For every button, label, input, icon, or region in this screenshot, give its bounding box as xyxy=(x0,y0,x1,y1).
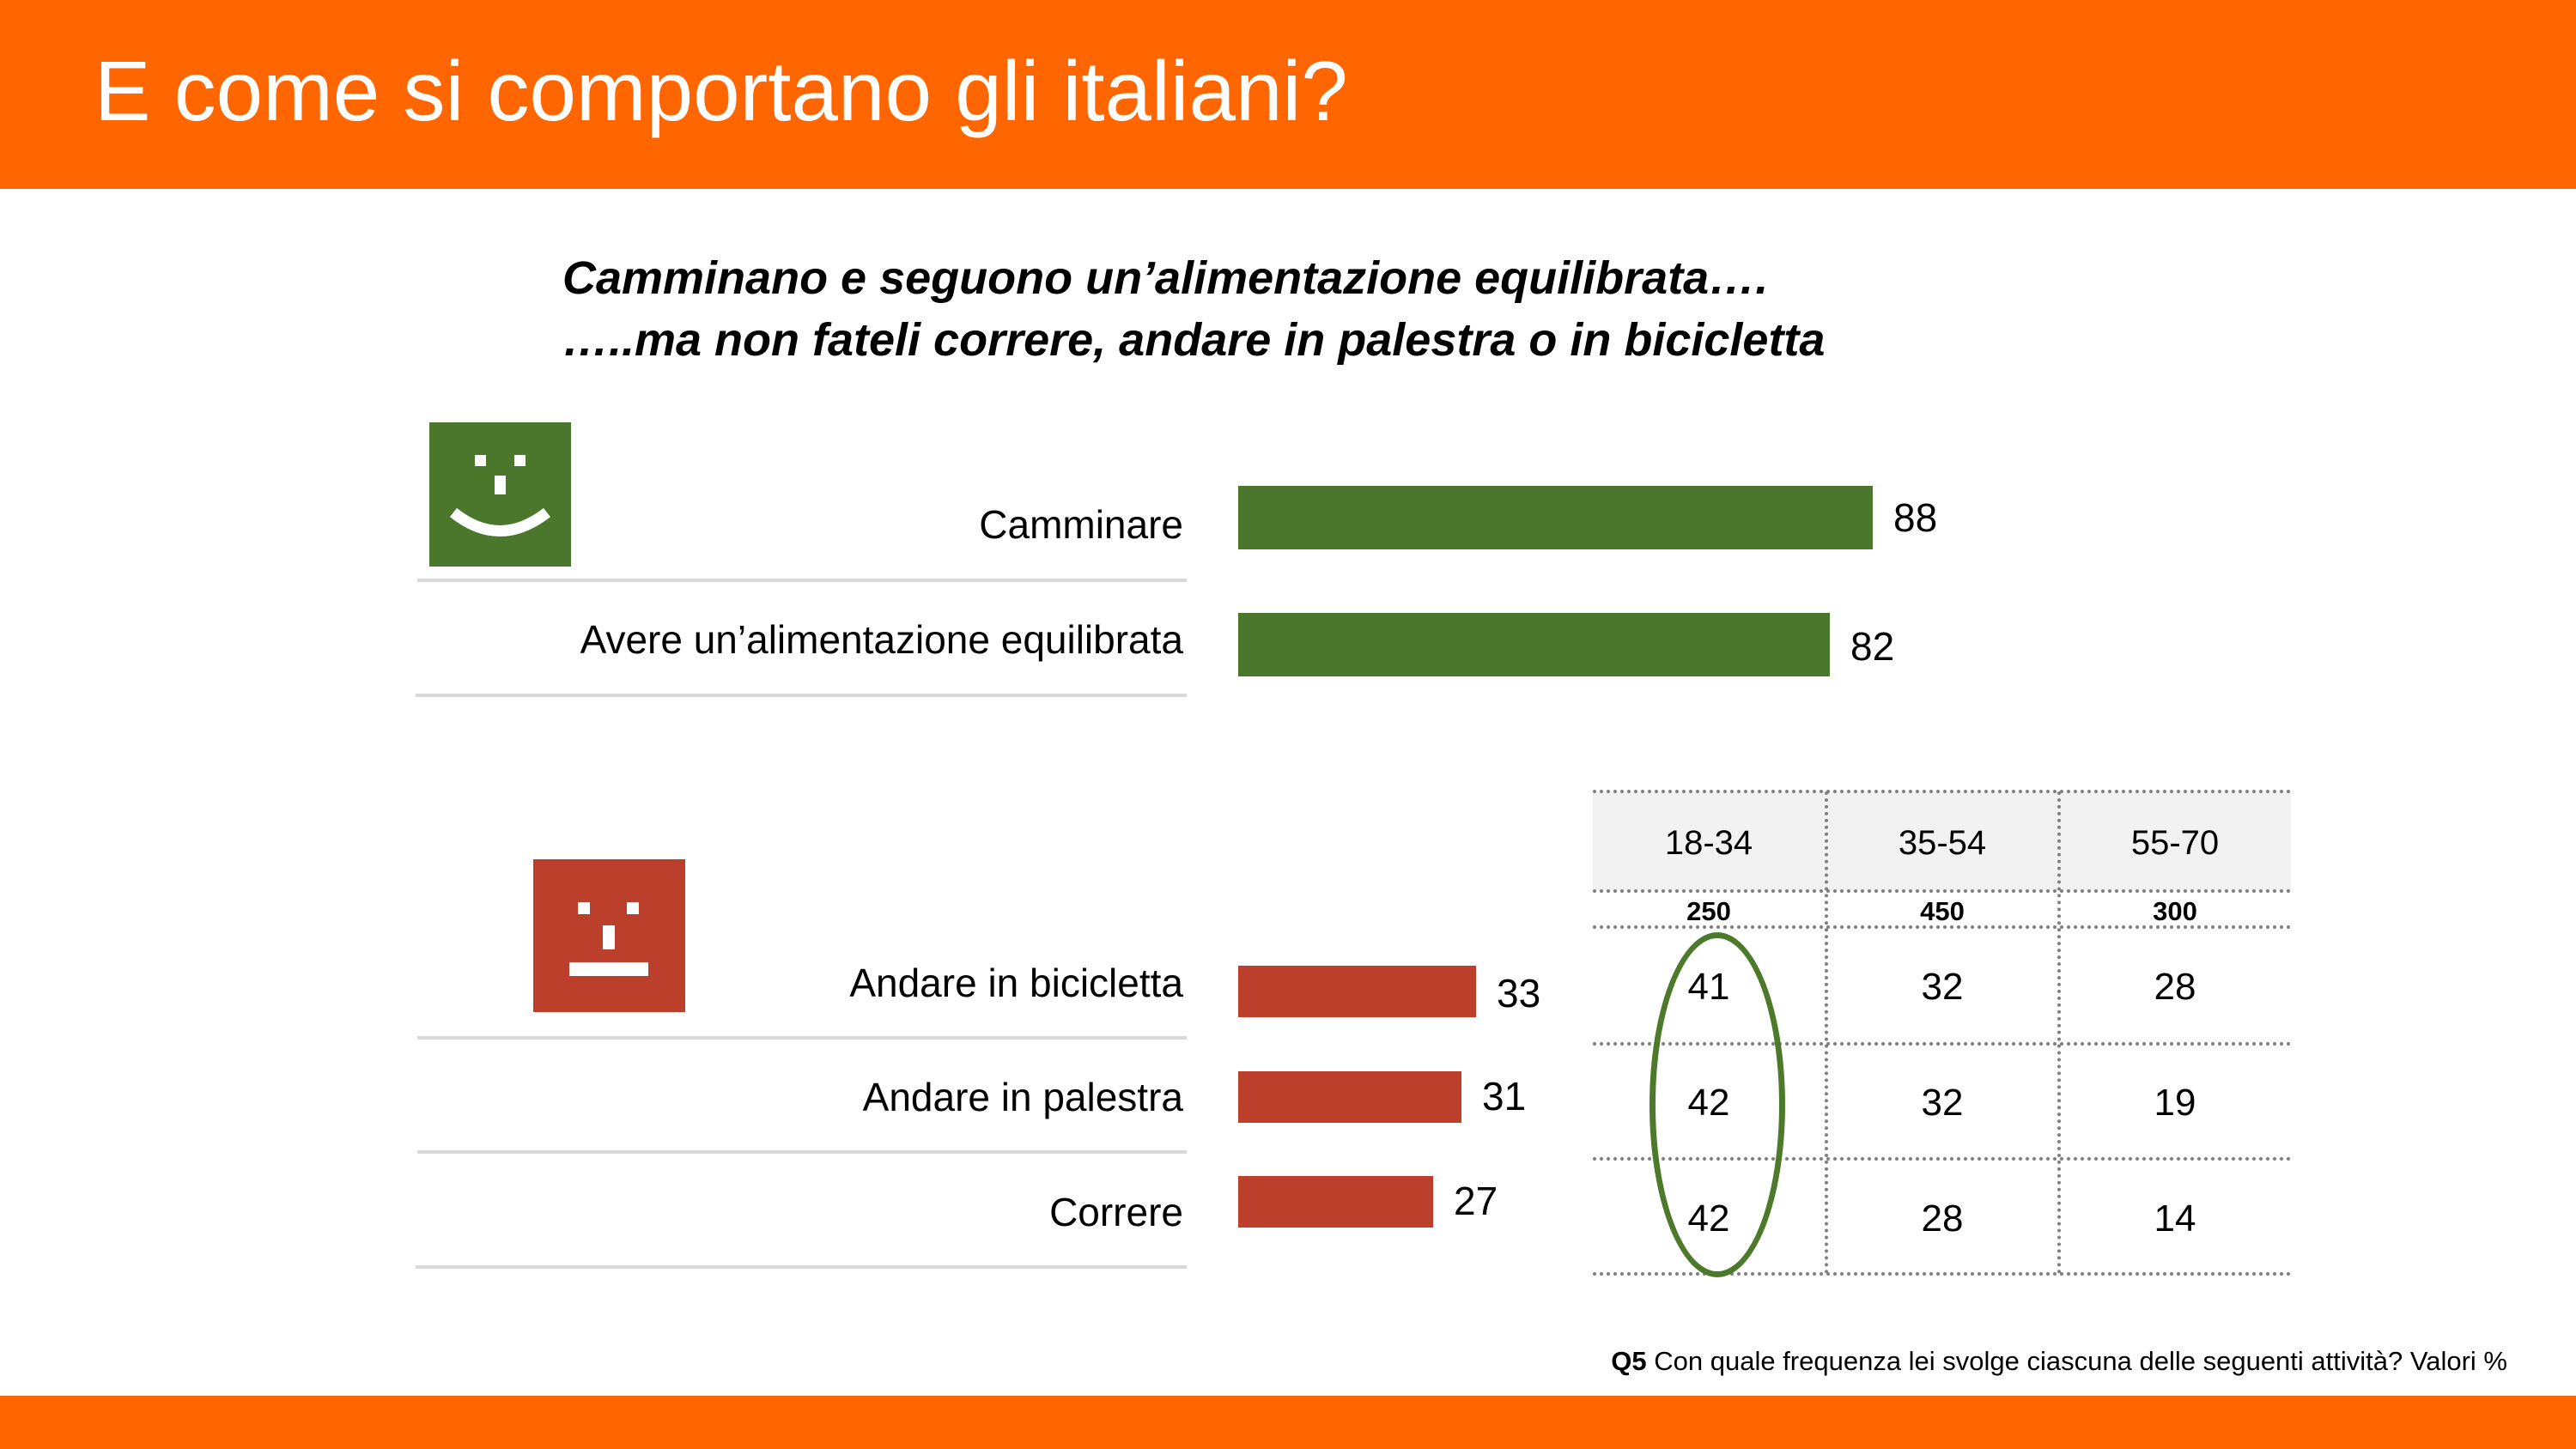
table-rule xyxy=(1593,790,2291,793)
row-separator xyxy=(416,1265,1187,1269)
table-column-header: 35-54 xyxy=(1898,824,1987,862)
category-label: Avere un’alimentazione equilibrata xyxy=(580,617,1183,662)
bar-value-label: 88 xyxy=(1893,495,1938,540)
page-title: E come si comportano gli italiani? xyxy=(94,44,1348,138)
subtitle-line-1: Camminano e seguono un’alimentazione equ… xyxy=(562,252,1769,304)
table-cell: 28 xyxy=(1921,1197,1964,1240)
table-cell: 32 xyxy=(1921,966,1964,1008)
table-base-count: 450 xyxy=(1920,896,1965,926)
category-label: Andare in palestra xyxy=(862,1075,1183,1119)
table-base-count: 250 xyxy=(1686,896,1731,926)
smiley-face-icon xyxy=(429,422,571,567)
subtitle: Camminano e seguono un’alimentazione equ… xyxy=(562,247,1825,371)
bar-negative xyxy=(1238,1071,1461,1123)
footnote-text: Con quale frequenza lei svolge ciascuna … xyxy=(1654,1346,2507,1376)
table-rule xyxy=(1593,889,2291,893)
highlight-ellipse xyxy=(1649,932,1785,1277)
subtitle-line-2: …..ma non fateli correre, andare in pale… xyxy=(562,314,1826,366)
table-rule xyxy=(1593,1157,2291,1161)
bar-negative xyxy=(1238,1176,1433,1228)
row-separator xyxy=(417,579,1187,582)
category-label: Correre xyxy=(1049,1190,1183,1234)
footnote: Q5 Con quale frequenza lei svolge ciascu… xyxy=(1611,1346,2507,1377)
footer-bar xyxy=(0,1396,2576,1449)
table-rule xyxy=(1593,1272,2291,1276)
bar-negative xyxy=(1238,966,1476,1017)
row-separator xyxy=(417,1036,1187,1040)
category-label: Andare in bicicletta xyxy=(849,961,1183,1005)
table-column-rule xyxy=(2057,791,2061,1274)
bar-value-label: 27 xyxy=(1454,1179,1498,1223)
category-label: Camminare xyxy=(979,502,1183,547)
footnote-code: Q5 xyxy=(1611,1346,1647,1376)
table-cell: 32 xyxy=(1921,1082,1964,1124)
table-cell: 28 xyxy=(2154,966,2196,1008)
table-rule xyxy=(1593,925,2291,929)
neutral-face-icon xyxy=(533,859,685,1012)
table-base-count: 300 xyxy=(2153,896,2197,926)
table-column-rule xyxy=(1825,791,1828,1274)
table-cell: 14 xyxy=(2154,1197,2196,1240)
table-header-background xyxy=(1593,791,2291,890)
bar-positive xyxy=(1238,486,1873,549)
table-column-header: 55-70 xyxy=(2130,824,2220,862)
row-separator xyxy=(417,1150,1187,1154)
table-rule xyxy=(1593,1042,2291,1046)
bar-positive xyxy=(1238,613,1830,676)
table-column-header: 18-34 xyxy=(1664,824,1753,862)
bar-value-label: 82 xyxy=(1850,624,1895,669)
table-cell: 19 xyxy=(2154,1082,2196,1124)
bar-value-label: 31 xyxy=(1482,1074,1527,1119)
bar-value-label: 33 xyxy=(1497,971,1541,1016)
header-bar xyxy=(0,0,2576,189)
row-separator xyxy=(416,694,1187,697)
